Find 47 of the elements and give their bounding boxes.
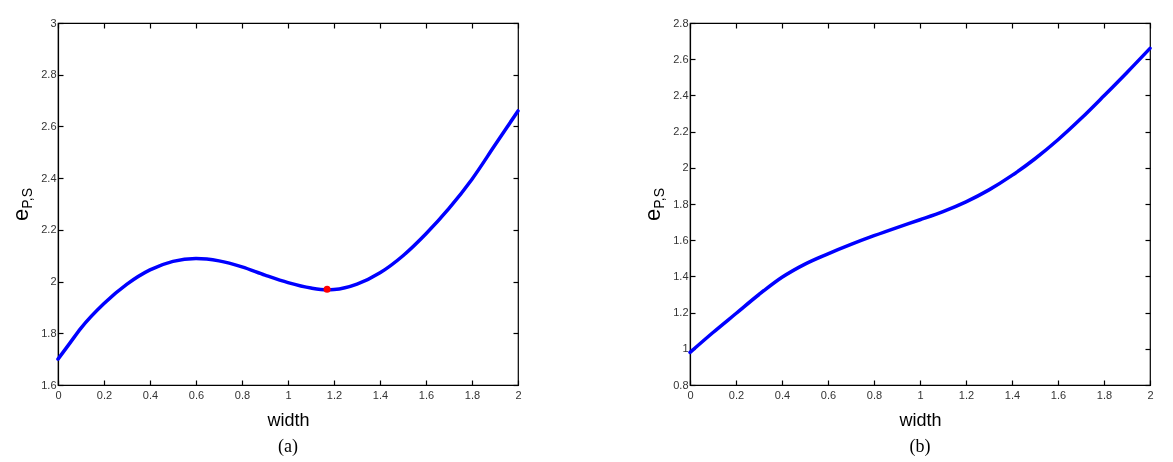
y-tick-label: 2.6 <box>41 119 57 132</box>
y-tick-label: 1.6 <box>673 233 689 246</box>
x-tick-label: 1.4 <box>1004 388 1021 401</box>
line-series <box>56 109 520 361</box>
text: (b) <box>909 436 931 457</box>
y-tick-label: 1.8 <box>673 197 689 210</box>
y-tick-label: 3 <box>50 16 57 29</box>
y-tick-label: 1.2 <box>673 306 689 319</box>
x-axis-title: width <box>266 409 310 430</box>
x-tick-label: 1.8 <box>464 388 481 401</box>
x-axis-title: width <box>898 409 942 430</box>
x-tick-label: 0.2 <box>96 388 113 401</box>
x-tick-label: 1.2 <box>326 388 343 401</box>
y-tick-label: 2.6 <box>673 52 689 65</box>
y-tick-label: 2.4 <box>673 88 689 101</box>
y-tick-label: 0.8 <box>673 378 689 391</box>
x-tick-label: 1 <box>917 388 924 401</box>
y-tick-label: 1.8 <box>41 326 57 339</box>
x-tick-label: 1.6 <box>1050 388 1067 401</box>
y-tick-label: 1 <box>682 342 689 355</box>
y-tick-label: 1.4 <box>673 269 689 282</box>
x-tick-label: 0 <box>55 388 62 401</box>
y-tick-label: 2 <box>50 275 57 288</box>
y-tick-label: 1.6 <box>41 378 57 391</box>
x-tick-label: 1.2 <box>958 388 975 401</box>
y-tick-label: 2.4 <box>41 171 57 184</box>
y-tick-label: 2.2 <box>673 125 689 138</box>
x-tick-label: 0.4 <box>142 388 159 401</box>
x-tick-label: 0.6 <box>188 388 205 401</box>
x-tick-label: 2 <box>515 388 522 401</box>
x-tick-label: 0 <box>687 388 694 401</box>
x-tick-label: 0.8 <box>234 388 251 401</box>
line-series <box>688 46 1152 355</box>
x-tick-label: 2 <box>1147 388 1154 401</box>
x-tick-label: 1.6 <box>418 388 435 401</box>
x-tick-label: 1.4 <box>372 388 389 401</box>
x-tick-label: 0.6 <box>820 388 837 401</box>
x-tick-label: 0.8 <box>866 388 883 401</box>
x-tick-label: 1.8 <box>1096 388 1113 401</box>
text: (a) <box>278 436 298 457</box>
x-tick-label: 1 <box>285 388 292 401</box>
y-tick-label: 2.8 <box>673 16 689 29</box>
y-tick-label: 2.8 <box>41 68 57 81</box>
y-tick-label: 2 <box>682 161 689 174</box>
x-tick-label: 0.2 <box>728 388 745 401</box>
y-tick-label: 2.2 <box>41 223 57 236</box>
x-tick-label: 0.4 <box>774 388 791 401</box>
